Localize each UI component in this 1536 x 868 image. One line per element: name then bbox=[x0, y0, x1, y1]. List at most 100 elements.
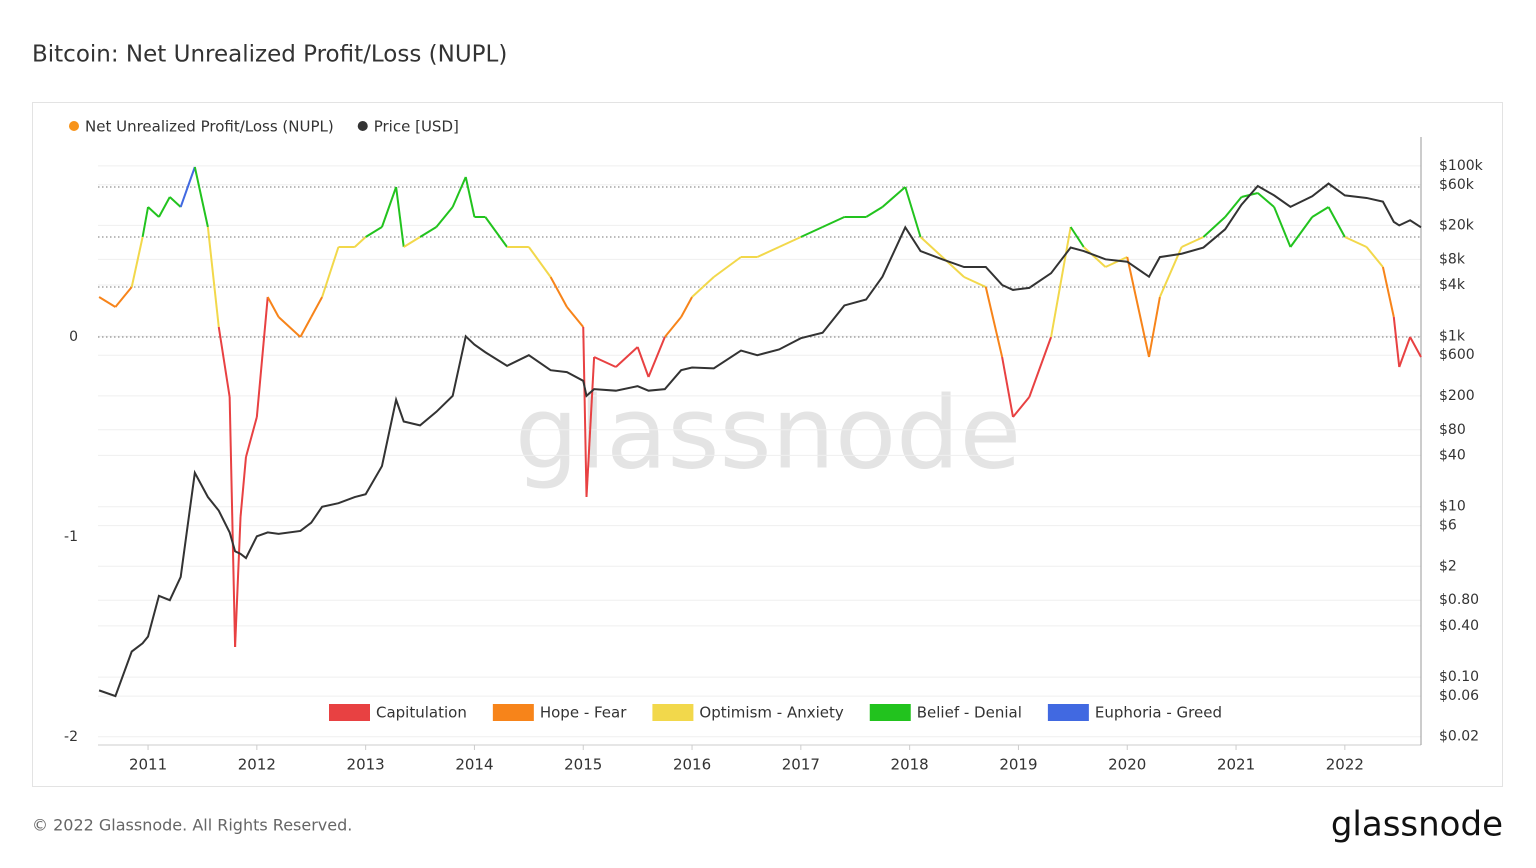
nupl-segment bbox=[549, 276, 568, 308]
zone-swatch bbox=[329, 704, 370, 721]
nupl-segment bbox=[158, 196, 171, 218]
zone-label: Hope - Fear bbox=[540, 704, 627, 722]
x-tick-label: 2016 bbox=[673, 756, 711, 774]
nupl-segment bbox=[206, 226, 220, 328]
nupl-segment bbox=[299, 316, 313, 338]
nupl-segment bbox=[756, 246, 780, 258]
nupl-segment bbox=[919, 236, 943, 258]
nupl-segment bbox=[1050, 226, 1072, 338]
zone-swatch bbox=[1047, 704, 1089, 721]
nupl-segment bbox=[484, 216, 508, 248]
nupl-segment bbox=[239, 456, 247, 518]
nupl-segment bbox=[1365, 246, 1384, 268]
nupl-segment bbox=[585, 356, 596, 498]
price-line bbox=[98, 182, 1422, 698]
nupl-segment bbox=[881, 186, 906, 208]
nupl-segment bbox=[1398, 336, 1412, 368]
zone-swatch bbox=[869, 704, 911, 721]
nupl-segment bbox=[234, 516, 242, 648]
y2-tick-label: $100k bbox=[1439, 158, 1484, 174]
logo: glassnode bbox=[1331, 805, 1503, 845]
nupl-segment bbox=[713, 256, 742, 278]
nupl-segment bbox=[381, 186, 398, 228]
y2-tick-label: $2 bbox=[1439, 558, 1457, 574]
legend-dot bbox=[69, 121, 79, 131]
nupl-segment bbox=[395, 186, 405, 248]
zone-label: Capitulation bbox=[376, 704, 467, 722]
nupl-segment bbox=[464, 176, 476, 218]
x-tick-label: 2018 bbox=[891, 756, 929, 774]
y2-tick-label: $6 bbox=[1439, 518, 1457, 534]
nupl-segment bbox=[1158, 246, 1183, 298]
y2-tick-label: $60k bbox=[1439, 177, 1475, 193]
x-tick-label: 2012 bbox=[238, 756, 276, 774]
nupl-segment bbox=[1273, 206, 1292, 248]
nupl-segment bbox=[1012, 396, 1031, 418]
x-tick-label: 2011 bbox=[129, 756, 167, 774]
nupl-segment bbox=[1105, 256, 1128, 268]
nupl-segment bbox=[778, 236, 802, 248]
nupl-segment bbox=[1148, 296, 1161, 358]
nupl-segment bbox=[963, 276, 987, 288]
nupl-segment bbox=[98, 296, 116, 308]
nupl-segment bbox=[451, 176, 467, 208]
y2-tick-label: $1k bbox=[1439, 328, 1466, 344]
chart-frame bbox=[32, 102, 1503, 787]
nupl-segment bbox=[865, 206, 883, 218]
y-tick-label: -2 bbox=[64, 729, 78, 745]
y2-tick-label: $200 bbox=[1439, 388, 1475, 404]
nupl-segment bbox=[114, 286, 133, 308]
nupl-segment bbox=[664, 316, 682, 338]
y-tick-label: -1 bbox=[64, 529, 78, 545]
y2-tick-label: $40 bbox=[1439, 447, 1466, 463]
x-tick-label: 2022 bbox=[1326, 756, 1364, 774]
nupl-segment bbox=[321, 246, 340, 298]
y2-tick-label: $0.40 bbox=[1439, 618, 1479, 634]
nupl-segment bbox=[169, 196, 182, 208]
nupl-segment bbox=[277, 316, 302, 338]
nupl-segment bbox=[1181, 236, 1204, 248]
nupl-segment bbox=[1311, 206, 1330, 218]
nupl-segment bbox=[435, 206, 454, 228]
y2-tick-label: $8k bbox=[1439, 251, 1466, 267]
nupl-segment bbox=[1202, 216, 1226, 238]
nupl-segment bbox=[1126, 256, 1150, 358]
nupl-segment bbox=[228, 396, 237, 648]
nupl-segment bbox=[615, 346, 639, 368]
nupl-segment bbox=[419, 226, 437, 238]
nupl-segment bbox=[179, 166, 196, 208]
nupl-segment bbox=[1028, 336, 1053, 398]
nupl-segment bbox=[800, 226, 824, 238]
zone-label: Euphoria - Greed bbox=[1095, 704, 1222, 722]
x-tick-label: 2014 bbox=[455, 756, 493, 774]
legend-label: Net Unrealized Profit/Loss (NUPL) bbox=[85, 118, 334, 136]
nupl-segment bbox=[403, 236, 421, 248]
nupl-segment bbox=[1409, 336, 1422, 358]
y2-tick-label: $20k bbox=[1439, 217, 1475, 233]
y2-tick-label: $0.06 bbox=[1439, 688, 1479, 704]
nupl-segment bbox=[1327, 206, 1346, 238]
nupl-segment bbox=[528, 246, 552, 278]
nupl-segment bbox=[1392, 316, 1401, 368]
nupl-segment bbox=[217, 326, 231, 398]
nupl-segment bbox=[1224, 196, 1243, 218]
nupl-segment bbox=[130, 236, 144, 288]
x-tick-label: 2019 bbox=[999, 756, 1037, 774]
nupl-segment bbox=[1257, 192, 1275, 208]
nupl-segment bbox=[1344, 236, 1368, 248]
nupl-segment bbox=[984, 286, 1004, 358]
nupl-segment bbox=[193, 166, 209, 228]
y-tick-label: 0 bbox=[69, 329, 78, 345]
legend-label: Price [USD] bbox=[374, 118, 459, 136]
nupl-segment bbox=[1381, 266, 1395, 318]
zone-label: Optimism - Anxiety bbox=[699, 704, 843, 722]
nupl-segment bbox=[680, 296, 693, 318]
chart-title: Bitcoin: Net Unrealized Profit/Loss (NUP… bbox=[32, 42, 507, 68]
nupl-segment bbox=[1083, 246, 1107, 268]
nupl-segment bbox=[245, 416, 258, 458]
nupl-segment bbox=[266, 296, 280, 318]
y2-tick-label: $0.10 bbox=[1439, 669, 1479, 685]
legend-dot bbox=[357, 121, 368, 131]
